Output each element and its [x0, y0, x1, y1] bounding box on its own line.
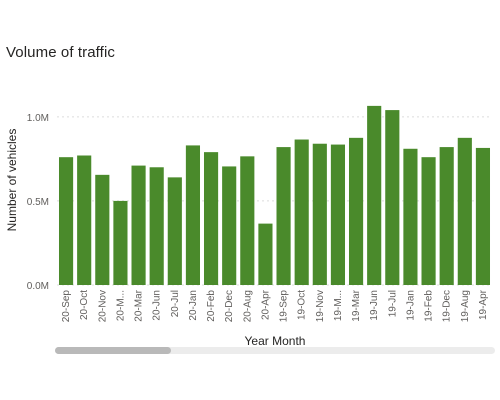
bar[interactable]: [203, 152, 219, 285]
x-tick-label: 19-M...: [333, 290, 344, 321]
x-tick-label: 20-Aug: [242, 290, 253, 322]
bar[interactable]: [348, 137, 364, 285]
x-tick-label: 19-Mar: [351, 289, 362, 321]
bar[interactable]: [330, 144, 346, 285]
chart-title: Volume of traffic: [6, 44, 115, 61]
bar[interactable]: [95, 174, 110, 285]
bar[interactable]: [276, 147, 291, 285]
y-tick-label: 0.0M: [27, 281, 49, 292]
x-tick-label: 19-Aug: [460, 290, 471, 322]
bar[interactable]: [113, 200, 128, 285]
bar[interactable]: [475, 147, 491, 285]
bar[interactable]: [367, 105, 382, 286]
x-tick-label: 19-Apr: [478, 289, 489, 320]
x-tick-label: 20-Mar: [134, 289, 145, 321]
bar[interactable]: [385, 110, 400, 285]
bar[interactable]: [131, 165, 146, 285]
x-tick-label: 19-Feb: [424, 290, 435, 322]
scrollbar-thumb[interactable]: [55, 347, 171, 354]
x-tick-label: 19-Oct: [297, 290, 308, 320]
y-tick-label: 0.5M: [27, 197, 49, 208]
bar[interactable]: [185, 145, 201, 285]
bar[interactable]: [457, 137, 472, 285]
bar[interactable]: [58, 157, 74, 285]
horizontal-scrollbar[interactable]: [55, 347, 495, 354]
x-tick-label: 19-Jul: [387, 290, 398, 317]
x-tick-label: 20-Apr: [260, 289, 271, 320]
x-tick-label: 19-Dec: [442, 290, 453, 322]
y-tick-label: 1.0M: [27, 113, 49, 124]
bar[interactable]: [312, 143, 327, 285]
x-tick-label: 20-Nov: [97, 290, 108, 322]
x-tick-label: 19-Nov: [315, 290, 326, 322]
bar[interactable]: [421, 157, 436, 285]
bar[interactable]: [403, 148, 418, 285]
x-tick-label: 20-Oct: [79, 290, 90, 320]
bar[interactable]: [439, 147, 454, 285]
x-tick-label: 20-Dec: [224, 290, 235, 322]
x-tick-label: 19-Sep: [279, 290, 290, 323]
y-axis-title: Number of vehicles: [5, 129, 19, 232]
bar[interactable]: [167, 177, 182, 285]
bar[interactable]: [149, 167, 164, 285]
x-tick-label: 19-Jun: [369, 290, 380, 321]
x-tick-label: 20-Jan: [188, 290, 199, 321]
x-tick-label: 20-M...: [115, 290, 126, 321]
bar[interactable]: [222, 166, 237, 285]
bar[interactable]: [258, 223, 273, 285]
x-tick-label: 20-Jul: [170, 290, 181, 317]
x-tick-label: 20-Jun: [152, 290, 163, 321]
x-tick-label: 20-Sep: [61, 290, 72, 323]
bar[interactable]: [240, 156, 255, 285]
x-tick-label: 20-Feb: [206, 290, 217, 322]
x-tick-label: 19-Jan: [405, 290, 416, 321]
x-axis-title: Year Month: [245, 334, 306, 348]
bar[interactable]: [77, 155, 92, 286]
bar[interactable]: [294, 139, 309, 285]
